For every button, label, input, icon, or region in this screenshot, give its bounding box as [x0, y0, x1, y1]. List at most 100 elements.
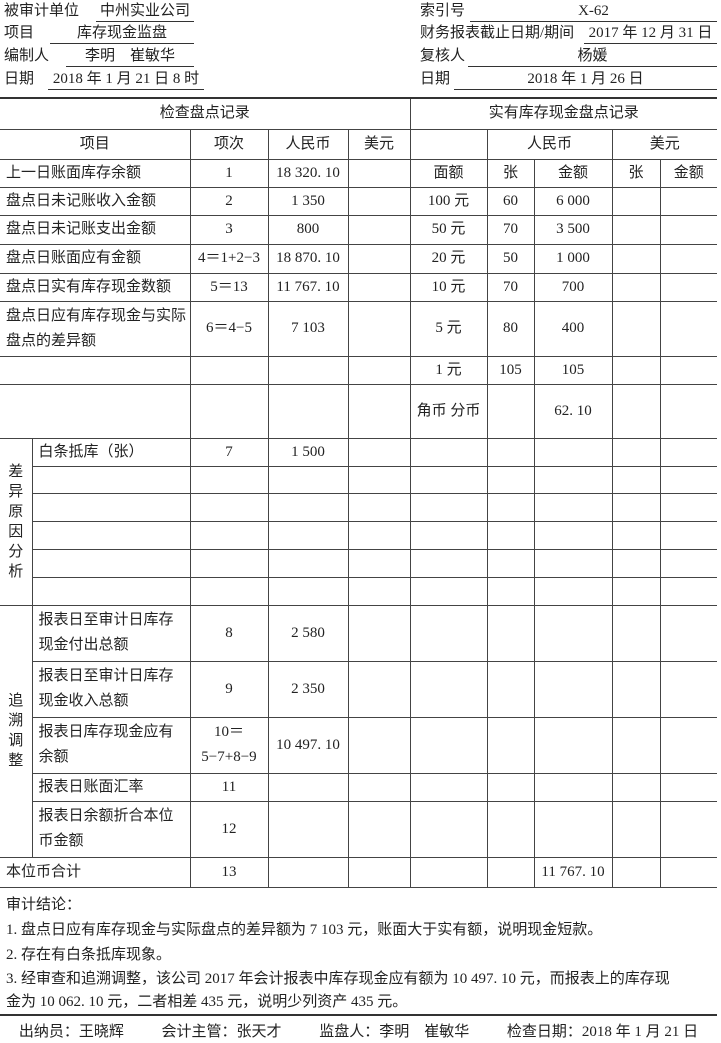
rmb-count — [486, 716, 535, 774]
usd-count — [611, 437, 661, 467]
rmb-count — [486, 548, 535, 578]
row-index: 11 — [189, 772, 269, 802]
usd-amount — [659, 300, 718, 357]
row-item: 盘点日账面应有金额 — [0, 243, 191, 274]
denomination — [409, 492, 488, 522]
accounting-supervisor: 会计主管：张天才 — [161, 1024, 282, 1040]
usd-amount — [659, 383, 718, 439]
rmb-amount: 金额 — [533, 158, 613, 188]
rmb-amount — [533, 660, 613, 718]
row-item: 本位币合计 — [0, 856, 191, 888]
label: 被审计单位 — [4, 3, 80, 19]
table-row — [0, 465, 718, 494]
usd-count: 张 — [611, 158, 661, 188]
usd-amount — [659, 355, 718, 385]
row-usd — [347, 660, 411, 718]
row-item: 白条抵库（张） — [31, 437, 191, 467]
rmb-amount — [533, 576, 613, 606]
table-row — [0, 548, 718, 578]
denomination — [409, 716, 488, 774]
rmb-amount — [533, 772, 613, 802]
header-row: 项目 项次 人民币 美元 人民币 美元 — [0, 128, 718, 160]
row-index — [189, 576, 269, 606]
denomination — [409, 576, 488, 606]
row-usd — [347, 465, 411, 494]
table-row: 差异原因分析 白条抵库（张） 7 1 500 — [0, 437, 718, 606]
rmb-amount — [533, 716, 613, 774]
usd-count — [611, 186, 661, 216]
conclusion-line-4: 金为 10 062. 10 元，二者相差 435 元，说明少列资产 435 元。 — [6, 994, 408, 1010]
project-value: 库存现金监盘 — [50, 22, 194, 44]
project-field: 项目 库存现金监盘 — [4, 22, 194, 44]
row-index: 1 — [189, 158, 269, 188]
row-index: 7 — [189, 437, 269, 467]
row-rmb: 1 500 — [267, 437, 349, 467]
rmb-count — [486, 856, 535, 888]
signature-footer: 出纳员：王晓辉 会计主管：张天才 监盘人：李明 崔敏华 检查日期：2018 年 … — [0, 1020, 717, 1041]
rmb-count — [486, 465, 535, 494]
row-item — [31, 548, 191, 578]
row-usd — [347, 243, 411, 274]
table-row: 报表日至审计日库存现金收入总额 9 2 350 — [0, 660, 718, 718]
title-row: 检查盘点记录 实有库存现金盘点记录 — [0, 97, 718, 130]
row-usd — [347, 772, 411, 802]
preparer-field: 编制人 李明 崔敏华 — [4, 45, 194, 67]
usd-count — [611, 355, 661, 385]
prepare-date-field: 日期 2018 年 1 月 21 日 8 时 — [4, 68, 204, 90]
row-item — [31, 520, 191, 550]
denomination — [409, 800, 488, 858]
usd-amount — [659, 520, 718, 550]
denomination — [409, 465, 488, 494]
rmb-count: 80 — [486, 300, 535, 357]
rmb-amount — [533, 604, 613, 662]
index-value: X-62 — [470, 0, 717, 22]
label: 日期 — [420, 71, 451, 87]
denomination — [409, 772, 488, 802]
usd-count — [611, 492, 661, 522]
table-row: 盘点日账面应有金额 4＝1+2−3 18 870. 10 20 元 50 1 000 — [0, 243, 718, 274]
rmb-amount: 3 500 — [533, 214, 613, 245]
usd-count — [611, 520, 661, 550]
usd-amount — [659, 604, 718, 662]
row-rmb — [267, 492, 349, 522]
row-item: 报表日余额折合本位币金额 — [31, 800, 191, 858]
row-index: 4＝1+2−3 — [189, 243, 269, 274]
usd-amount — [659, 214, 718, 245]
usd-count — [611, 272, 661, 302]
header-item: 项目 — [0, 128, 191, 160]
row-usd — [347, 520, 411, 550]
row-index: 13 — [189, 856, 269, 888]
preparer-value: 李明 崔敏华 — [66, 45, 194, 67]
label: 财务报表截止日期/期间 — [420, 25, 575, 41]
denomination: 10 元 — [409, 272, 488, 302]
conclusion-line-1: 1. 盘点日应有库存现金与实际盘点的差异额为 7 103 元，账面大于实有额，说… — [6, 922, 603, 938]
row-rmb: 11 767. 10 — [267, 272, 349, 302]
denomination: 100 元 — [409, 186, 488, 216]
row-index: 2 — [189, 186, 269, 216]
rmb-count — [486, 660, 535, 718]
row-index: 12 — [189, 800, 269, 858]
rmb-count: 张 — [486, 158, 535, 188]
table-row: 报表日库存现金应有余额 10＝5−7+8−9 10 497. 10 — [0, 716, 718, 774]
row-item — [31, 465, 191, 494]
reviewer-value: 杨媛 — [468, 45, 717, 67]
row-item: 报表日至审计日库存现金收入总额 — [31, 660, 191, 718]
row-index — [189, 465, 269, 494]
usd-amount: 金额 — [659, 158, 718, 188]
rmb-amount — [533, 465, 613, 494]
table-row: 报表日账面汇率 11 — [0, 772, 718, 802]
row-index: 6＝4−5 — [189, 300, 269, 357]
row-usd — [347, 437, 411, 467]
row-usd — [347, 604, 411, 662]
row-item: 报表日账面汇率 — [31, 772, 191, 802]
table-row: 追溯调整 报表日至审计日库存现金付出总额 8 2 580 — [0, 604, 718, 858]
rmb-count — [486, 492, 535, 522]
row-usd — [347, 576, 411, 606]
usd-count — [611, 660, 661, 718]
rmb-count: 70 — [486, 214, 535, 245]
section-label-analysis: 差异原因分析 — [0, 437, 33, 606]
row-index — [189, 383, 269, 439]
table-row: 报表日余额折合本位币金额 12 — [0, 800, 718, 858]
reviewer-field: 复核人 杨媛 — [420, 45, 717, 67]
